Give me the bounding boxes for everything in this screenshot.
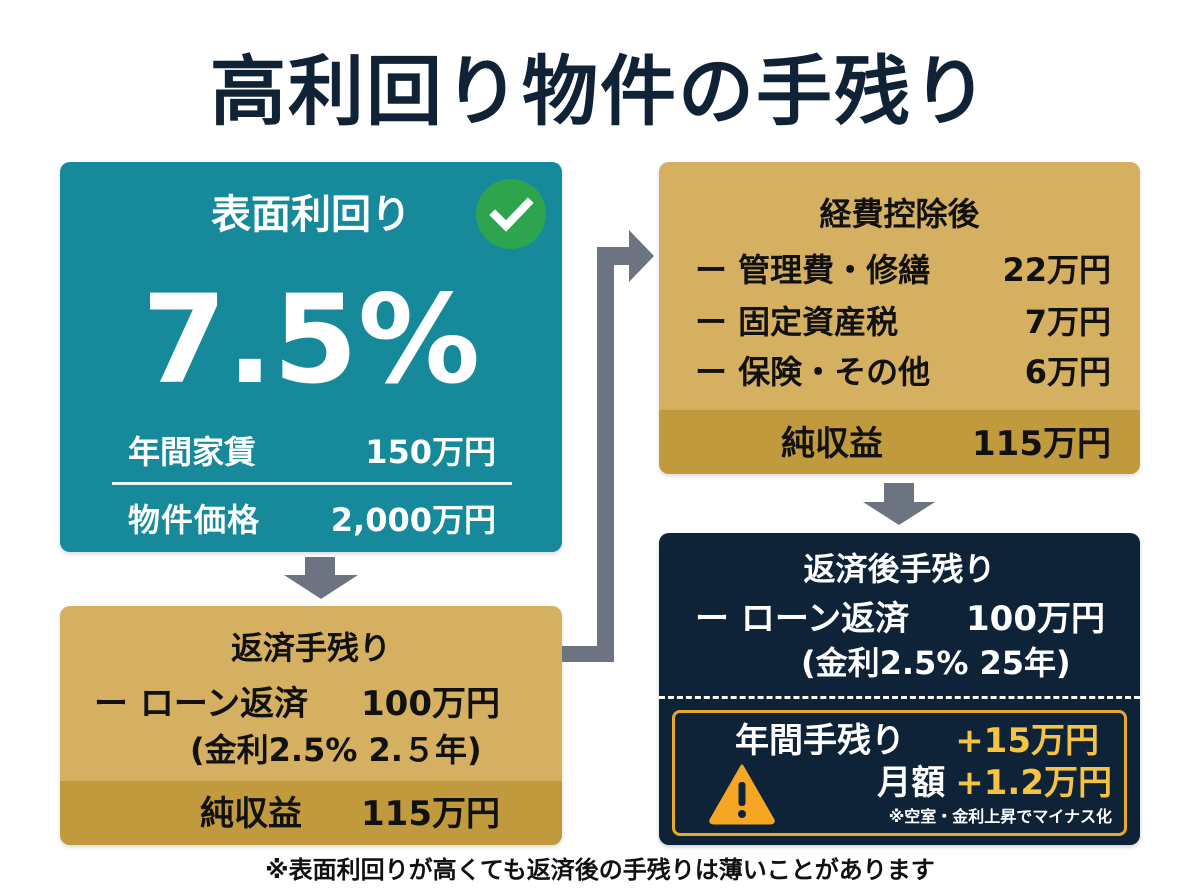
net-income-value: 115万円 bbox=[972, 424, 1111, 464]
footnote: ※表面利回りが高くても返済後の手残りは薄いことがあります bbox=[265, 856, 935, 884]
expense-label: ー 保険・その他 bbox=[695, 353, 931, 391]
fraction-divider bbox=[112, 482, 512, 485]
expense-label: ー 管理費・修繕 bbox=[695, 251, 931, 289]
after-repay-heading: 返済手残り bbox=[230, 629, 391, 667]
surface-yield-heading: 表面利回り bbox=[211, 192, 411, 238]
surface-yield-card: 表面利回り 7.5% 年間家賃 150万円 物件価格 2,000万円 bbox=[60, 162, 562, 552]
net-income-row: 純収益 115万円 bbox=[200, 794, 500, 834]
warning-triangle-icon bbox=[708, 763, 776, 829]
arrow-down-icon bbox=[284, 557, 358, 599]
annual-net-label: 年間手残り bbox=[735, 721, 905, 761]
loan-repay-label: ー ローン返済 bbox=[94, 684, 309, 724]
result-highlight-box: 年間手残り +15万円 月額 +1.2万円 ※空室・金利上昇でマイナス化 bbox=[672, 710, 1127, 836]
property-price-row: 物件価格 2,000万円 bbox=[128, 498, 496, 542]
monthly-net-value: +1.2万円 bbox=[955, 763, 1112, 803]
expense-row: ー 固定資産税 7万円 bbox=[695, 302, 1111, 342]
expense-label: ー 固定資産税 bbox=[695, 303, 899, 341]
annual-rent-row: 年間家賃 150万円 bbox=[128, 430, 496, 474]
loan-terms: (金利2.5% 25年) bbox=[801, 643, 1105, 683]
after-repay-footer bbox=[60, 781, 562, 845]
net-after-repay-heading: 返済後手残り bbox=[803, 550, 996, 588]
after-expenses-footer bbox=[659, 410, 1140, 474]
elbow-arrow-icon bbox=[562, 230, 658, 662]
after-expenses-card: 経費控除後 ー 管理費・修繕 22万円 ー 固定資産税 7万円 ー 保険・その他… bbox=[659, 162, 1140, 474]
annual-net-row: 年間手残り +15万円 bbox=[735, 721, 1099, 761]
loan-repay-row: ー ローン返済 100万円 bbox=[695, 599, 1105, 639]
property-price-value: 2,000万円 bbox=[330, 501, 496, 539]
loan-terms-text: (金利2.5% 2.５年) bbox=[190, 731, 482, 769]
annual-rent-label: 年間家賃 bbox=[128, 433, 257, 471]
loan-repay-value: 100万円 bbox=[361, 684, 500, 724]
dashed-divider bbox=[659, 696, 1140, 699]
arrow-down-icon bbox=[863, 483, 935, 525]
expense-row: ー 保険・その他 6万円 bbox=[695, 352, 1111, 392]
annual-rent-value: 150万円 bbox=[365, 433, 496, 471]
loan-repay-value: 100万円 bbox=[966, 599, 1105, 639]
after-repay-card: 返済手残り ー ローン返済 100万円 (金利2.5% 2.５年) 純収益 11… bbox=[60, 606, 562, 845]
expense-row: ー 管理費・修繕 22万円 bbox=[695, 250, 1111, 290]
after-expenses-heading: 経費控除後 bbox=[819, 195, 980, 233]
loan-terms: (金利2.5% 2.５年) bbox=[190, 730, 500, 770]
loan-terms-text: (金利2.5% 25年) bbox=[801, 644, 1071, 682]
net-income-row: 純収益 115万円 bbox=[781, 424, 1111, 464]
loan-repay-label: ー ローン返済 bbox=[695, 599, 910, 639]
expense-value: 22万円 bbox=[1002, 251, 1111, 289]
annual-net-value: +15万円 bbox=[955, 721, 1099, 761]
net-after-repay-card: 返済後手残り ー ローン返済 100万円 (金利2.5% 25年) 年間手残り … bbox=[659, 533, 1140, 845]
net-income-value: 115万円 bbox=[361, 794, 500, 834]
monthly-net-label: 月額 bbox=[877, 763, 946, 803]
monthly-net-row: 月額 +1.2万円 bbox=[877, 763, 1112, 803]
check-circle-icon bbox=[476, 179, 546, 249]
warning-note: ※空室・金利上昇でマイナス化 bbox=[888, 807, 1112, 826]
net-income-label: 純収益 bbox=[781, 424, 883, 464]
surface-yield-value: 7.5% bbox=[141, 269, 481, 411]
page-title: 高利回り物件の手残り bbox=[210, 47, 990, 136]
expense-value: 6万円 bbox=[1024, 353, 1111, 391]
net-income-label: 純収益 bbox=[200, 794, 302, 834]
property-price-label: 物件価格 bbox=[128, 501, 261, 539]
expense-value: 7万円 bbox=[1024, 303, 1111, 341]
loan-repay-row: ー ローン返済 100万円 bbox=[94, 684, 500, 724]
